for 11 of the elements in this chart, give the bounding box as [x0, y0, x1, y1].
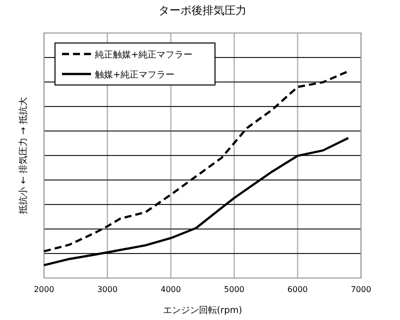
- y-axis-title: 抵抗小 ← 排気圧力 → 抵抗大: [18, 97, 29, 215]
- chart-title: ターボ後排気圧力: [158, 4, 246, 17]
- x-tick-label: 4000: [160, 285, 181, 294]
- x-tick-label: 3000: [97, 285, 118, 294]
- x-axis-title: エンジン回転(rpm): [162, 305, 242, 316]
- x-tick-label: 7000: [350, 285, 372, 294]
- x-tick-label: 6000: [287, 285, 308, 294]
- legend-label: 純正触媒+純正マフラー: [95, 50, 193, 60]
- x-tick-label: 5000: [224, 285, 244, 294]
- x-tick-label: 2000: [34, 285, 54, 294]
- legend-label: 触媒+純正マフラー: [95, 70, 175, 80]
